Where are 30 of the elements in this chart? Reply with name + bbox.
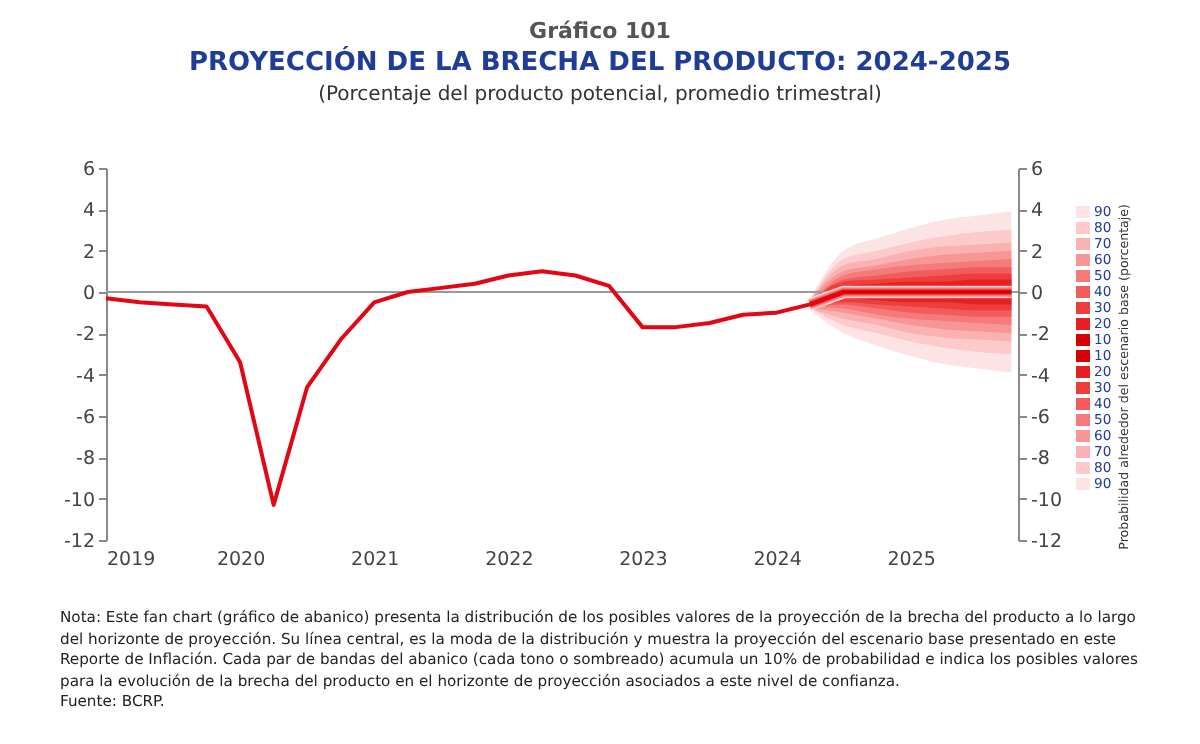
y-tick-label: -6 [76,407,95,429]
y-tick-label: 2 [82,241,95,264]
x-tick-label: 2020 [216,549,266,571]
x-tick-label: 2024 [753,549,802,571]
y2-tick-label: -2 [1031,324,1050,347]
y2-tick-label: -4 [1031,365,1050,388]
y-tick-label: 0 [82,283,95,305]
y2-tick-label: 2 [1031,241,1044,264]
y2-tick-label: 0 [1031,283,1044,305]
x-tick-label: 2021 [351,549,400,571]
x-tick-label: 2022 [485,549,534,571]
y-tick-label: -10 [63,489,95,512]
y2-tick-label: -10 [1031,489,1063,512]
y-tick-label: -2 [76,324,95,347]
y2-tick-label: -8 [1031,448,1050,471]
y2-tick-label: 4 [1031,200,1044,223]
x-tick-label: 2025 [887,549,936,571]
y-tick-label: 6 [82,159,95,181]
y-tick-label: 4 [82,200,95,223]
x-tick-label: 2019 [107,549,156,571]
chart-title: PROYECCIÓN DE LA BRECHA DEL PRODUCTO: 2024-2025 [186,48,1014,78]
chart-subtitle: (Porcentaje del producto potencial, promedio trimestral) [316,84,884,106]
y2-tick-label: -12 [1031,531,1063,553]
y-tick-label: -12 [63,531,95,553]
y-tick-label: -4 [76,365,95,388]
y-tick-label: -8 [76,448,95,471]
y2-tick-label: 6 [1031,159,1044,181]
x-tick-label: 2023 [619,549,668,571]
y2-tick-label: -6 [1031,407,1050,429]
text: Gráfico 101 [527,18,673,44]
